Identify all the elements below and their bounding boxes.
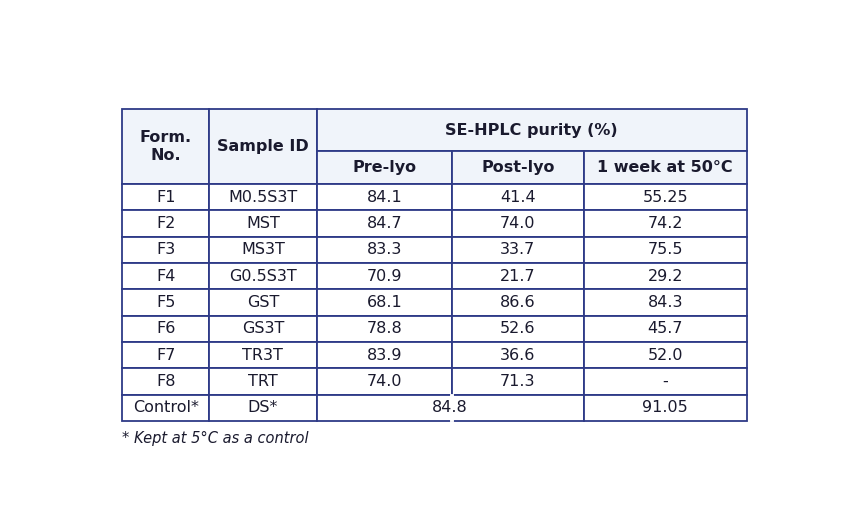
Text: Pre-lyo: Pre-lyo <box>352 160 416 175</box>
Bar <box>209 394 316 421</box>
Text: SE-HPLC purity (%): SE-HPLC purity (%) <box>445 123 618 137</box>
Bar <box>452 289 583 315</box>
Bar <box>583 151 747 184</box>
Text: F5: F5 <box>156 295 176 310</box>
Bar <box>316 263 452 289</box>
Bar <box>122 263 209 289</box>
Text: F6: F6 <box>156 321 176 337</box>
Bar <box>122 315 209 342</box>
Text: 75.5: 75.5 <box>648 242 683 257</box>
Bar <box>583 236 747 263</box>
Text: 1 week at 50°C: 1 week at 50°C <box>598 160 733 175</box>
Bar <box>316 236 452 263</box>
Bar <box>583 394 747 421</box>
Bar <box>583 368 747 394</box>
Text: GS3T: GS3T <box>242 321 284 337</box>
Bar <box>583 263 747 289</box>
Text: 78.8: 78.8 <box>366 321 402 337</box>
Bar <box>122 184 209 210</box>
Bar <box>583 210 747 236</box>
Text: * Kept at 5°C as a control: * Kept at 5°C as a control <box>122 431 309 446</box>
Text: F2: F2 <box>156 216 176 231</box>
Text: 74.2: 74.2 <box>648 216 683 231</box>
Bar <box>583 342 747 368</box>
Text: 84.3: 84.3 <box>648 295 683 310</box>
Text: MST: MST <box>246 216 280 231</box>
Text: Sample ID: Sample ID <box>217 139 309 154</box>
Bar <box>122 210 209 236</box>
Bar <box>583 289 747 315</box>
Text: 83.9: 83.9 <box>366 348 402 363</box>
Text: 29.2: 29.2 <box>648 269 683 284</box>
Bar <box>452 368 583 394</box>
Bar <box>452 394 583 421</box>
Text: M0.5S3T: M0.5S3T <box>228 189 298 205</box>
Text: F4: F4 <box>156 269 176 284</box>
Text: DS*: DS* <box>248 400 278 416</box>
Bar <box>122 289 209 315</box>
Bar <box>452 151 583 184</box>
Text: 83.3: 83.3 <box>366 242 402 257</box>
Text: 52.6: 52.6 <box>500 321 536 337</box>
Text: Control*: Control* <box>133 400 198 416</box>
Text: Post-lyo: Post-lyo <box>481 160 555 175</box>
Bar <box>122 236 209 263</box>
Bar <box>209 368 316 394</box>
Bar <box>122 342 209 368</box>
Text: 70.9: 70.9 <box>366 269 402 284</box>
Bar <box>452 236 583 263</box>
Text: 86.6: 86.6 <box>500 295 536 310</box>
Text: TRT: TRT <box>248 374 278 389</box>
Bar <box>316 394 452 421</box>
Text: MS3T: MS3T <box>241 242 285 257</box>
Text: F1: F1 <box>156 189 176 205</box>
Bar <box>209 210 316 236</box>
Bar <box>122 394 209 421</box>
Bar <box>209 184 316 210</box>
Text: 33.7: 33.7 <box>500 242 535 257</box>
Bar <box>209 236 316 263</box>
Bar <box>583 184 747 210</box>
Text: 91.05: 91.05 <box>643 400 688 416</box>
Bar <box>316 315 452 342</box>
Bar <box>316 342 452 368</box>
Text: 71.3: 71.3 <box>500 374 536 389</box>
Text: 55.25: 55.25 <box>643 189 688 205</box>
Text: 84.8: 84.8 <box>432 400 468 416</box>
Text: F7: F7 <box>156 348 176 363</box>
Text: TR3T: TR3T <box>243 348 283 363</box>
Text: 21.7: 21.7 <box>500 269 536 284</box>
Text: 74.0: 74.0 <box>366 374 402 389</box>
Text: 84.7: 84.7 <box>366 216 402 231</box>
Bar <box>209 315 316 342</box>
Text: F8: F8 <box>156 374 176 389</box>
Bar <box>452 315 583 342</box>
Bar <box>452 342 583 368</box>
Bar <box>316 184 452 210</box>
Bar <box>316 151 452 184</box>
Bar <box>316 368 452 394</box>
Bar <box>209 342 316 368</box>
Text: 45.7: 45.7 <box>648 321 683 337</box>
Text: 52.0: 52.0 <box>648 348 683 363</box>
Bar <box>316 210 452 236</box>
Text: -: - <box>662 374 668 389</box>
Bar <box>452 263 583 289</box>
Text: 36.6: 36.6 <box>500 348 536 363</box>
Bar <box>209 263 316 289</box>
Text: 68.1: 68.1 <box>366 295 402 310</box>
Text: 84.1: 84.1 <box>366 189 402 205</box>
Text: 41.4: 41.4 <box>500 189 536 205</box>
Text: G0.5S3T: G0.5S3T <box>229 269 297 284</box>
Text: F3: F3 <box>156 242 176 257</box>
Bar <box>209 289 316 315</box>
Bar <box>316 289 452 315</box>
Text: GST: GST <box>247 295 279 310</box>
Bar <box>583 315 747 342</box>
Bar <box>452 184 583 210</box>
Text: Form.
No.: Form. No. <box>140 130 192 163</box>
Bar <box>122 368 209 394</box>
Bar <box>452 210 583 236</box>
Text: 74.0: 74.0 <box>500 216 536 231</box>
